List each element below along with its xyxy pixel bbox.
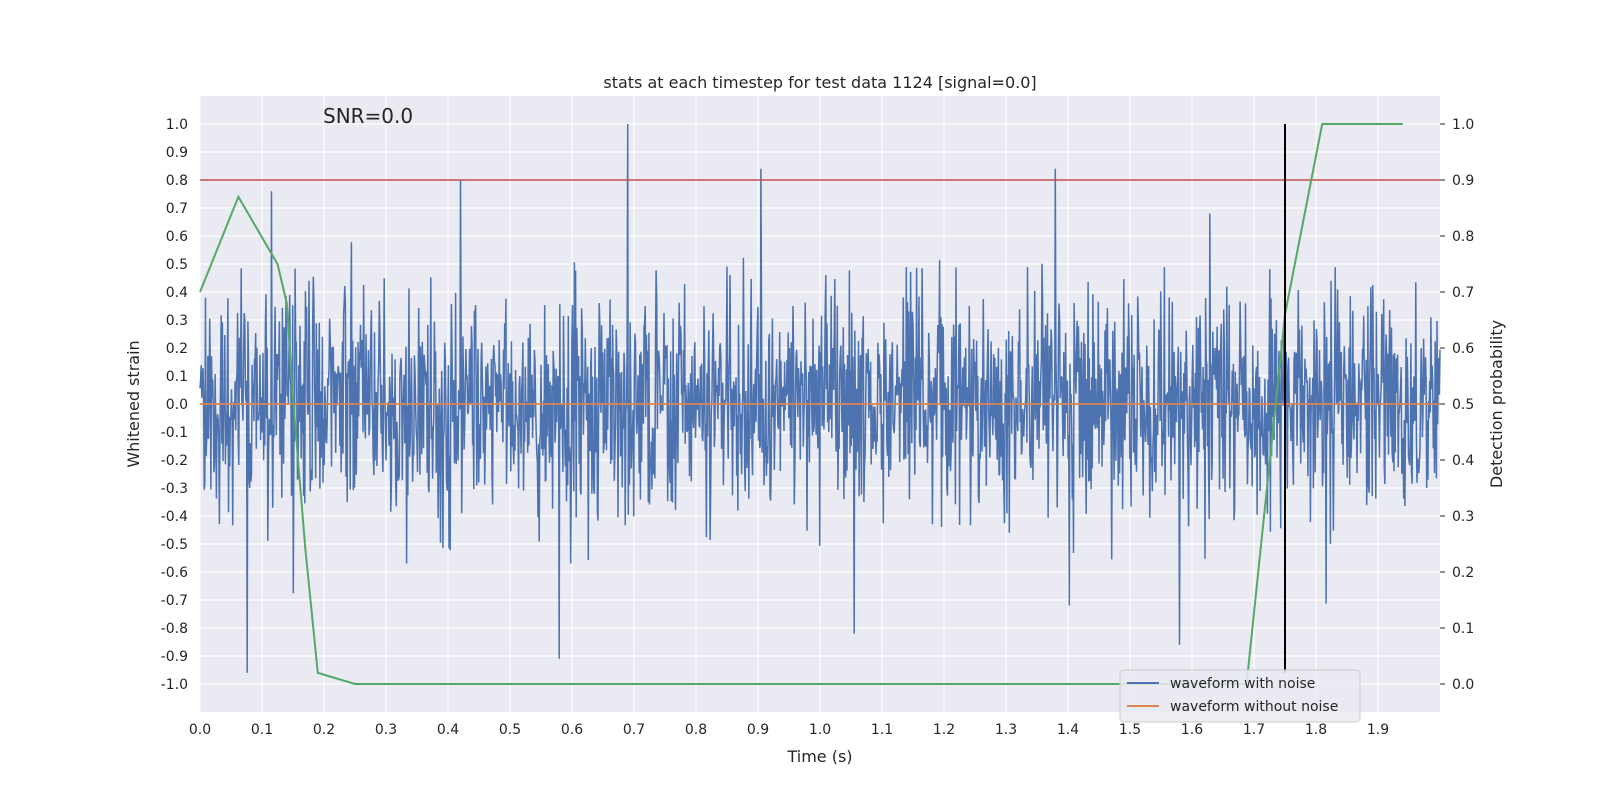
y-tick-label: 0.9 bbox=[166, 145, 188, 161]
snr-annotation: SNR=0.0 bbox=[323, 104, 413, 128]
x-tick-label: 1.4 bbox=[1057, 722, 1079, 738]
x-tick-label: 0.6 bbox=[561, 722, 583, 738]
x-tick-label: 0.9 bbox=[747, 722, 769, 738]
y-right-tick-label: 0.9 bbox=[1452, 173, 1474, 189]
x-tick-label: 0.1 bbox=[251, 722, 273, 738]
x-tick-label: 0.2 bbox=[313, 722, 335, 738]
legend-label-clean: waveform without noise bbox=[1170, 699, 1338, 715]
x-axis-label: Time (s) bbox=[786, 747, 852, 766]
y-right-tick-label: 0.7 bbox=[1452, 285, 1474, 301]
y-tick-label: -1.0 bbox=[161, 677, 188, 693]
y-tick-label: -0.9 bbox=[161, 649, 188, 665]
y-tick-label: -0.8 bbox=[161, 621, 188, 637]
y-tick-label: -0.7 bbox=[161, 593, 188, 609]
y-axis-label-right: Detection probability bbox=[1487, 320, 1506, 488]
y-right-tick-label: 0.6 bbox=[1452, 341, 1474, 357]
y-tick-label: 0.1 bbox=[166, 369, 188, 385]
y-right-tick-label: 0.5 bbox=[1452, 397, 1474, 413]
x-tick-label: 1.8 bbox=[1305, 722, 1327, 738]
x-tick-label: 0.8 bbox=[685, 722, 707, 738]
x-tick-label: 0.4 bbox=[437, 722, 459, 738]
x-tick-label: 1.7 bbox=[1243, 722, 1265, 738]
y-tick-label: -0.3 bbox=[161, 481, 188, 497]
y-tick-label: 0.6 bbox=[166, 229, 188, 245]
y-tick-label: -0.6 bbox=[161, 565, 188, 581]
y-right-tick-label: 0.0 bbox=[1452, 677, 1474, 693]
y-tick-label: -0.2 bbox=[161, 453, 188, 469]
series-detection-probability bbox=[199, 123, 1403, 685]
x-tick-label: 0.7 bbox=[623, 722, 645, 738]
y-right-tick-label: 0.2 bbox=[1452, 565, 1474, 581]
x-tick-label: 0.0 bbox=[189, 722, 211, 738]
y-tick-label: 0.2 bbox=[166, 341, 188, 357]
y-right-tick-label: 0.3 bbox=[1452, 509, 1474, 525]
chart-title: stats at each timestep for test data 112… bbox=[603, 73, 1036, 92]
y-tick-label: 0.7 bbox=[166, 201, 188, 217]
x-tick-label: 1.2 bbox=[933, 722, 955, 738]
y-right-tick-label: 0.4 bbox=[1452, 453, 1474, 469]
y-tick-label: 0.3 bbox=[166, 313, 188, 329]
x-tick-label: 1.5 bbox=[1119, 722, 1141, 738]
y-right-tick-label: 0.1 bbox=[1452, 621, 1474, 637]
y-tick-label: 0.0 bbox=[166, 397, 188, 413]
y-tick-label: 0.8 bbox=[166, 173, 188, 189]
legend-label-noise: waveform with noise bbox=[1170, 676, 1315, 692]
y-tick-label: -0.4 bbox=[161, 509, 188, 525]
x-tick-label: 1.0 bbox=[809, 722, 831, 738]
y-tick-label: 0.5 bbox=[166, 257, 188, 273]
y-tick-label: 1.0 bbox=[166, 117, 188, 133]
legend: waveform with noise waveform without noi… bbox=[1119, 669, 1361, 723]
x-tick-label: 0.3 bbox=[375, 722, 397, 738]
tick-labels: 0.0 0.1 0.2 0.3 0.4 0.5 0.6 0.7 0.8 0.9 1.0 1.1 1.2 1… bbox=[161, 117, 1475, 738]
y-tick-label: -0.5 bbox=[161, 537, 188, 553]
series-waveform-with-noise bbox=[199, 123, 1441, 673]
y-right-tick-label: 0.8 bbox=[1452, 229, 1474, 245]
x-tick-label: 1.1 bbox=[871, 722, 893, 738]
data-layer bbox=[199, 123, 1441, 685]
x-tick-label: 1.6 bbox=[1181, 722, 1203, 738]
y-tick-label: -0.1 bbox=[161, 425, 188, 441]
x-tick-label: 1.3 bbox=[995, 722, 1017, 738]
legend-box bbox=[1119, 669, 1361, 723]
x-tick-label: 1.9 bbox=[1367, 722, 1389, 738]
y-tick-label: 0.4 bbox=[166, 285, 188, 301]
x-tick-label: 0.5 bbox=[499, 722, 521, 738]
y-axis-label: Whitened strain bbox=[124, 340, 143, 467]
y-right-tick-label: 1.0 bbox=[1452, 117, 1474, 133]
